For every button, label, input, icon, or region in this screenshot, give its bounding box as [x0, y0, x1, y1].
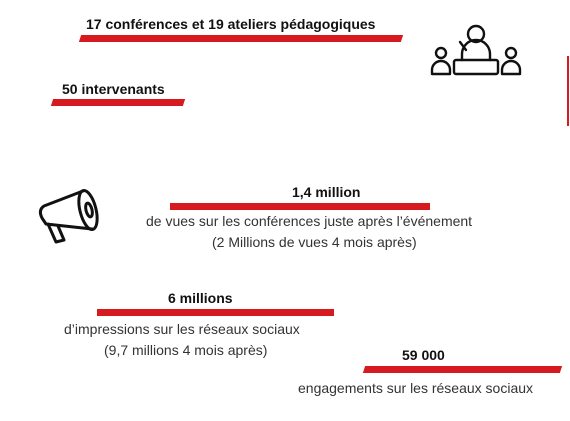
engagements-description: engagements sur les réseaux sociaux — [298, 380, 534, 396]
views-note: (2 Millions de vues 4 mois après) — [212, 234, 417, 250]
views-description: de vues sur les conférences juste après … — [146, 213, 473, 229]
views-underline — [170, 203, 430, 210]
speakers-underline — [50, 99, 186, 106]
impressions-value: 6 millions — [168, 290, 233, 306]
impressions-underline — [97, 309, 334, 316]
engagements-underline — [362, 366, 563, 373]
megaphone-icon — [38, 188, 99, 244]
conferences-headline: 17 conférences et 19 ateliers pédagogiqu… — [86, 16, 376, 32]
conferences-underline — [78, 35, 404, 42]
views-value: 1,4 million — [292, 184, 361, 200]
impressions-description: d’impressions sur les réseaux sociaux — [64, 321, 300, 337]
engagements-value: 59 000 — [402, 347, 445, 363]
speakers-headline: 50 intervenants — [62, 81, 165, 97]
impressions-note: (9,7 millions 4 mois après) — [104, 342, 268, 358]
conference-meeting-icon — [430, 24, 522, 76]
accent-divider — [567, 56, 569, 126]
